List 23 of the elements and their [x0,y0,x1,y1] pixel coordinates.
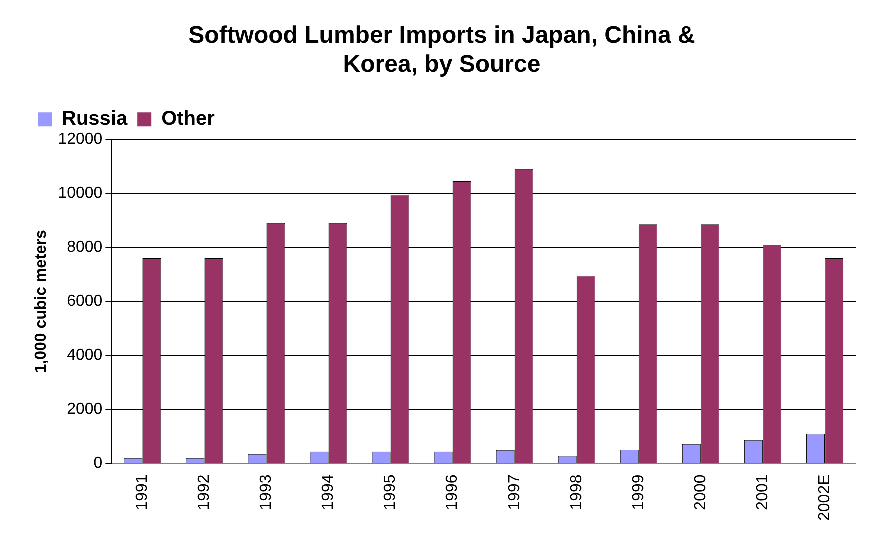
x-tick-label: 1999 [630,474,648,510]
legend-label: Russia [62,108,128,130]
y-axis-title: 1,000 cubic meters [33,230,50,374]
legend-label: Other [162,108,216,130]
y-tick-label: 10000 [58,185,103,202]
chart-title: Softwood Lumber Imports in Japan, China & Korea, by Source [188,22,696,78]
y-tick-label: 12000 [58,131,103,148]
y-tick-label: 6000 [67,293,103,310]
y-tick-label: 8000 [67,239,103,256]
x-tick-label: 1992 [196,474,214,510]
x-tick-label: 1994 [320,474,338,510]
y-tick-label: 4000 [67,347,103,364]
x-tick-label: 1991 [134,474,152,510]
x-tick-label: 1997 [506,474,524,510]
y-tick-label: 0 [94,455,103,472]
x-tick-label: 1996 [444,474,462,510]
x-tick-label: 1995 [382,474,400,510]
x-tick-label: 2002E [816,474,834,521]
x-tick-label: 2000 [692,474,710,510]
x-tick-label: 1998 [568,474,586,510]
x-tick-label: 1993 [258,474,276,510]
y-tick-label: 2000 [67,401,103,418]
x-tick-label: 2001 [754,474,772,510]
